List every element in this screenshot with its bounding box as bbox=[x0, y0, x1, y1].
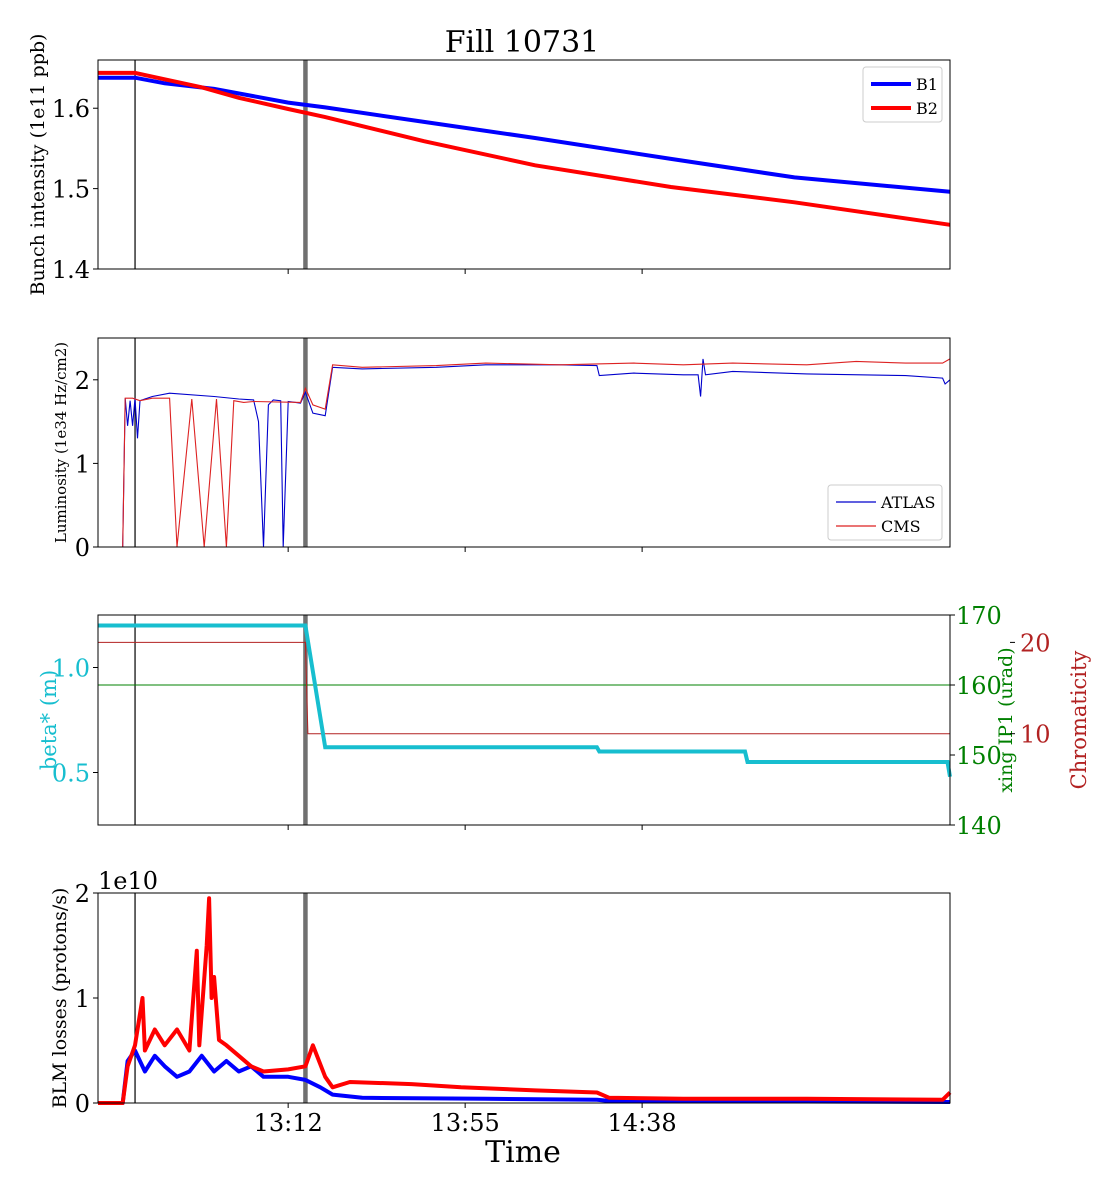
series-line-ATLAS bbox=[98, 358, 951, 548]
y-axis-4-offset-label: 1e10 bbox=[98, 867, 158, 895]
y-axis-2-label: Luminosity (1e34 Hz/cm2) bbox=[52, 342, 70, 543]
y-axis-xing-tick-label: 170 bbox=[956, 602, 1002, 630]
y-axis-3-tick-label: 1.0 bbox=[52, 655, 90, 683]
y-axis-3-label: beta* (m) bbox=[37, 670, 61, 770]
y-axis-3-tick-label: 0.5 bbox=[52, 760, 90, 788]
y-axis-4-tick-label: 0 bbox=[75, 1090, 90, 1118]
panel-1-legend-label: B1 bbox=[916, 75, 938, 94]
y-axis-4-tick-label: 1 bbox=[75, 985, 90, 1013]
y-axis-4-tick-label: 2 bbox=[75, 880, 90, 908]
y-axis-1-label: Bunch intensity (1e11 ppb) bbox=[27, 34, 49, 296]
y-axis-chroma-label: Chromaticity bbox=[1067, 651, 1091, 790]
series-line-B1 bbox=[98, 75, 951, 194]
x-tick-label: 14:38 bbox=[608, 1109, 677, 1137]
x-tick-label: 13:55 bbox=[431, 1109, 500, 1137]
y-axis-1-tick-label: 1.5 bbox=[52, 176, 90, 204]
chart-title: Fill 10731 bbox=[445, 25, 600, 60]
y-axis-2-tick-label: 0 bbox=[75, 534, 90, 562]
y-axis-2-tick-label: 2 bbox=[75, 367, 90, 395]
panel-1-legend-label: B2 bbox=[916, 99, 938, 118]
series-line-B2 bbox=[98, 70, 951, 227]
y-axis-1-tick-label: 1.6 bbox=[52, 95, 90, 123]
y-axis-4-label: BLM losses (protons/s) bbox=[49, 888, 71, 1109]
y-axis-1-tick-label: 1.4 bbox=[52, 256, 90, 284]
series-line-loss-B2 bbox=[98, 896, 952, 1105]
y-axis-chroma-tick-label: 20 bbox=[1020, 629, 1051, 657]
panel-2-legend-label: CMS bbox=[881, 517, 921, 536]
y-axis-xing-tick-label: 160 bbox=[956, 672, 1002, 700]
panel-2-legend-label: ATLAS bbox=[880, 493, 936, 512]
series-line-chromaticity bbox=[98, 641, 950, 735]
series-line-loss-B1 bbox=[98, 1048, 951, 1105]
y-axis-xing-tick-label: 150 bbox=[956, 742, 1002, 770]
y-axis-2-tick-label: 1 bbox=[75, 450, 90, 478]
panel-3-frame bbox=[97, 614, 951, 826]
y-axis-xing-tick-label: 140 bbox=[956, 812, 1002, 840]
y-axis-xing-label: xing IP1 (urad) bbox=[995, 647, 1017, 792]
y-axis-chroma-tick-label: 10 bbox=[1020, 721, 1051, 749]
series-line-CMS bbox=[98, 358, 951, 548]
panel-1-frame bbox=[97, 59, 951, 270]
x-tick-label: 13:12 bbox=[254, 1109, 323, 1137]
x-axis-label: Time bbox=[485, 1135, 561, 1170]
panel-4-frame bbox=[97, 892, 951, 1104]
panel-2-frame bbox=[97, 337, 951, 548]
series-line-beta bbox=[98, 623, 952, 778]
